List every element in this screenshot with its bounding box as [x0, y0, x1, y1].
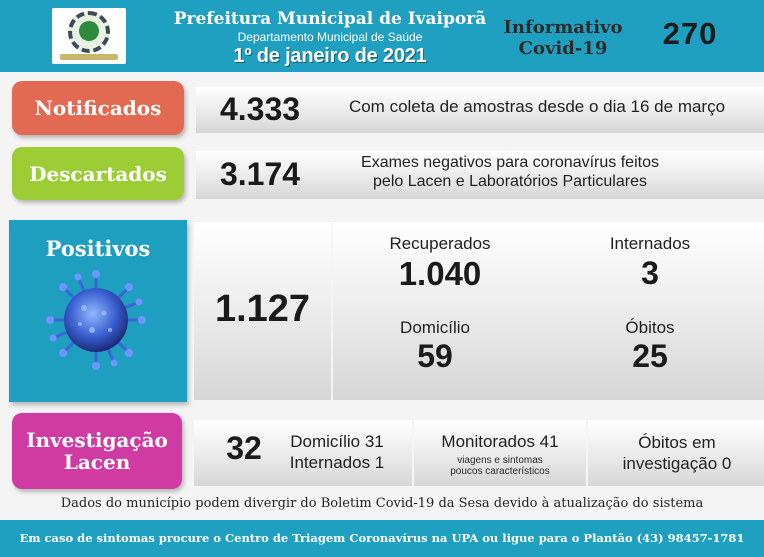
domicilio-value: 59 [417, 338, 453, 374]
obitos-label: Óbitos [625, 318, 675, 337]
notificados-label: Notificados [12, 81, 184, 135]
obitos-investigacao: Óbitos em investigação 0 [592, 432, 762, 474]
positivos-value: 1.127 [214, 288, 311, 330]
descartados-description-line1: Exames negativos para coronavírus feitos [361, 154, 659, 171]
investigacao-internados: Internados 1 [289, 453, 385, 472]
descartados-label: Descartados [12, 147, 184, 200]
department-subtitle: Departamento Municipal de Saúde [237, 30, 423, 44]
obitos-value: 25 [632, 338, 668, 374]
municipal-coat-of-arms-icon [52, 8, 126, 64]
disclaimer-text: Dados do município podem divergir do Bol… [60, 496, 704, 511]
investigacao-label-line2: Lacen [63, 450, 131, 474]
edition-number: 270 [662, 16, 718, 51]
internados-value: 3 [641, 255, 659, 291]
investigacao-label: Investigação Lacen [12, 413, 182, 489]
obitos-investigacao-panel [588, 420, 764, 486]
informativo-line1: Informativo [503, 17, 623, 38]
footer-contact-text: Em caso de sintomas procure o Centro de … [19, 531, 745, 545]
prefeitura-title: Prefeitura Municipal de Ivaiporã [173, 9, 487, 29]
notificados-description: Com coleta de amostras desde o dia 16 de… [348, 97, 726, 116]
descartados-panel [196, 151, 764, 199]
monitorados-note: viagens e sintomas poucos característico… [420, 455, 580, 477]
investigacao-domicilio: Domicílio 31 [290, 432, 384, 451]
domicilio-label: Domicílio [400, 318, 470, 337]
monitorados-panel [414, 420, 586, 486]
informativo-line2: Covid-19 [518, 38, 608, 59]
descartados-value: 3.174 [219, 156, 301, 192]
descartados-description: Exames negativos para coronavírus feitos… [330, 153, 690, 191]
header-bar [0, 0, 764, 72]
descartados-description-line2: pelo Lacen e Laboratórios Particulares [373, 173, 647, 190]
coronavirus-icon [46, 270, 146, 370]
investigacao-value: 32 [226, 430, 262, 466]
obitos-investigacao-line2: investigação 0 [622, 454, 732, 473]
investigacao-total-panel [194, 420, 412, 486]
footer-bar [0, 520, 764, 557]
notificados-value: 4.333 [219, 91, 301, 127]
recuperados-label: Recuperados [389, 234, 491, 253]
positivos-label: Positivos [9, 220, 187, 402]
monitorados-note-line1: viagens e sintomas [457, 455, 543, 466]
informativo-title: Informativo Covid-19 [495, 17, 631, 59]
investigacao-label-line1: Investigação [26, 428, 168, 452]
positivos-details-panel [333, 222, 764, 400]
bulletin-date: 1º de janeiro de 2021 [233, 45, 427, 67]
positivos-total-panel [194, 222, 331, 400]
obitos-investigacao-line1: Óbitos em [638, 433, 716, 452]
notificados-panel [196, 87, 764, 133]
monitorados-note-line2: poucos característicos [450, 466, 550, 477]
internados-label: Internados [609, 234, 691, 253]
recuperados-value: 1.040 [398, 255, 482, 292]
monitorados-value: Monitorados 41 [441, 432, 559, 451]
